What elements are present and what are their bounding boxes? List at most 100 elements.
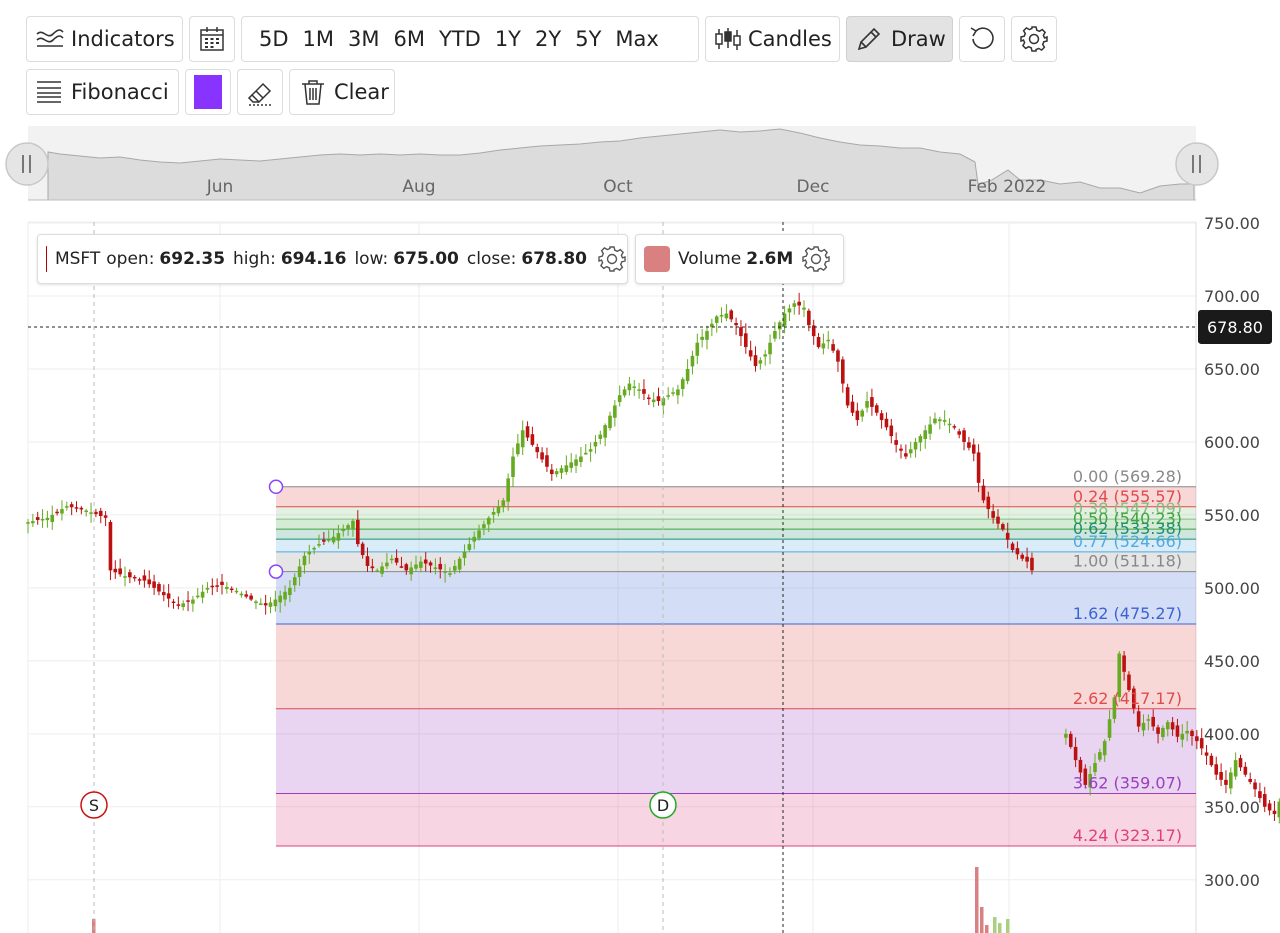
range-1m[interactable]: 1M	[302, 27, 335, 51]
candle-body	[244, 594, 249, 597]
candle-body	[477, 530, 481, 539]
candle-body	[249, 595, 253, 600]
fib-anchor-handle[interactable]	[268, 564, 284, 579]
candle-body	[981, 485, 986, 501]
undo-button[interactable]	[959, 16, 1005, 62]
candle-body	[1073, 746, 1078, 761]
candle-body	[40, 518, 45, 521]
range-3m[interactable]: 3M	[348, 27, 380, 51]
candle-body	[632, 386, 637, 388]
candle-body	[865, 401, 869, 408]
gear-icon	[1019, 24, 1049, 54]
candle-body	[976, 452, 981, 483]
volume-color-swatch[interactable]	[644, 246, 670, 272]
navigator[interactable]: Jun Aug Oct Dec Feb 2022	[0, 126, 1220, 202]
y-tick-label: 350.00	[1204, 798, 1260, 817]
candle-body	[302, 555, 307, 566]
fib-zone	[276, 551, 1196, 572]
event-marker[interactable]	[649, 791, 677, 819]
indicators-button[interactable]: Indicators	[26, 16, 183, 62]
candle-body	[229, 588, 234, 591]
candle-body	[923, 430, 928, 439]
volume-settings-icon[interactable]	[801, 244, 831, 274]
candle-body	[777, 322, 782, 330]
candle-body	[457, 558, 462, 570]
range-max[interactable]: Max	[615, 27, 659, 51]
navigator-right-handle[interactable]	[1175, 142, 1219, 186]
eraser-button[interactable]	[237, 69, 283, 115]
legend-settings-icon[interactable]	[597, 244, 627, 274]
candle-body	[501, 500, 506, 508]
calendar-icon	[198, 25, 226, 53]
fib-zone	[276, 486, 1196, 507]
range-5d[interactable]: 5D	[259, 27, 289, 51]
candle-body	[346, 525, 350, 529]
candle-body	[351, 520, 355, 529]
fibonacci-label: Fibonacci	[71, 80, 169, 104]
candle-body	[758, 360, 763, 364]
candle-body	[1258, 791, 1262, 799]
candle-body	[55, 511, 59, 514]
fib-anchor-handle[interactable]	[268, 479, 284, 495]
color-picker-button[interactable]	[185, 69, 231, 115]
candle-body	[729, 310, 734, 320]
volume-legend: Volume 2.6M	[635, 234, 844, 284]
candle-body	[69, 504, 74, 508]
candle-body	[331, 536, 336, 543]
candle-body	[816, 337, 821, 348]
candle-body	[496, 506, 501, 514]
draw-button[interactable]: Draw	[846, 16, 953, 62]
candle-body	[748, 350, 753, 357]
candle-body	[841, 359, 845, 384]
candle-body	[1098, 752, 1102, 760]
candle-body	[453, 565, 457, 571]
legend-volume: 2.6M	[746, 249, 794, 269]
candle-body	[433, 567, 438, 569]
candle-body	[142, 575, 147, 581]
candle-body	[1093, 763, 1097, 773]
candle-body	[132, 576, 137, 579]
candle-body	[899, 448, 903, 451]
candle-body	[26, 522, 30, 524]
y-tick-label: 550.00	[1204, 506, 1260, 525]
candle-body	[360, 543, 365, 556]
candle-body	[1224, 779, 1228, 785]
legend-open: 692.35	[159, 249, 226, 269]
candle-body	[739, 327, 743, 337]
candle-body	[467, 544, 472, 550]
price-chart[interactable]: 0.00 (569.28)0.24 (555.57)0.38 (547.09)0…	[0, 200, 1280, 933]
fib-zone	[276, 519, 1196, 530]
candle-body	[1233, 760, 1238, 777]
range-5y[interactable]: 5Y	[575, 27, 602, 51]
candle-body	[996, 516, 1000, 524]
candle-body	[375, 570, 379, 572]
fibonacci-button[interactable]: Fibonacci	[26, 69, 179, 115]
candle-body	[971, 444, 976, 454]
candle-body	[1141, 722, 1146, 731]
candle-body	[385, 562, 389, 567]
candle-body	[807, 310, 811, 326]
fib-level-label: 0.38 (547.09)	[1073, 499, 1182, 518]
candle-body	[108, 521, 113, 571]
range-1y[interactable]: 1Y	[494, 27, 522, 51]
candle-body	[918, 436, 923, 443]
clear-button[interactable]: Clear	[289, 69, 395, 115]
candle-body	[797, 301, 801, 306]
navigator-left-handle[interactable]	[5, 142, 49, 186]
candle-body	[1001, 524, 1005, 530]
volume-bar	[993, 917, 997, 933]
candle-body	[516, 443, 520, 455]
range-2y[interactable]: 2Y	[535, 27, 562, 51]
event-marker[interactable]	[80, 791, 108, 819]
candle-body	[419, 561, 423, 568]
candle-body	[1136, 711, 1141, 727]
navigator-axis-label: Dec	[797, 177, 830, 197]
calendar-button[interactable]	[189, 16, 235, 62]
range-6m[interactable]: 6M	[393, 27, 425, 51]
candles-button[interactable]: Candles	[705, 16, 840, 62]
settings-button[interactable]	[1011, 16, 1057, 62]
symbol-color-swatch[interactable]	[46, 246, 47, 272]
volume-bar	[985, 925, 989, 933]
range-ytd[interactable]: YTD	[438, 27, 481, 51]
eraser-icon	[246, 78, 274, 106]
